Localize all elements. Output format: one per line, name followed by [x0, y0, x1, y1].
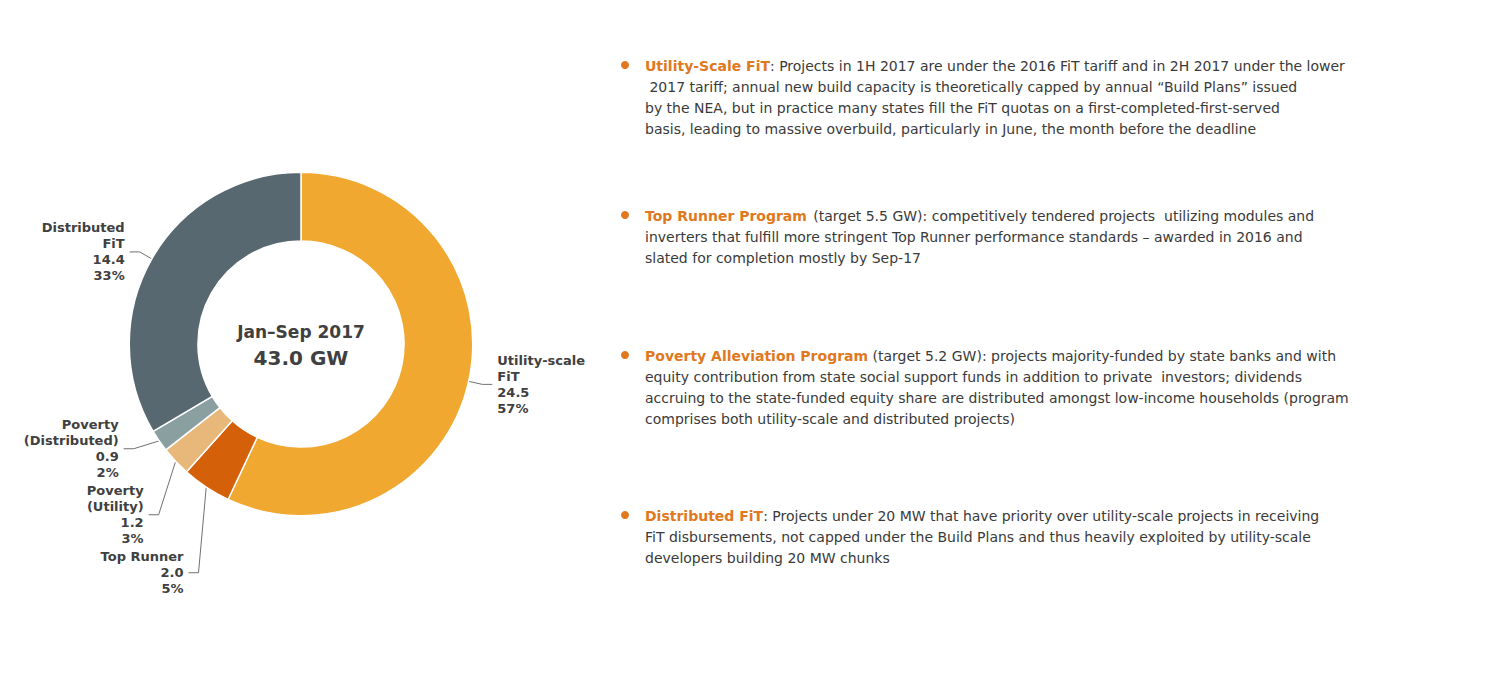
svg-text:slated for completion mostly b: slated for completion mostly by Sep-17 — [645, 250, 921, 266]
svg-text:(Distributed): (Distributed) — [24, 433, 119, 448]
svg-text:FiT disbursements, not capped: FiT disbursements, not capped under the … — [645, 529, 1315, 545]
svg-text:43.0 GW: 43.0 GW — [254, 346, 349, 370]
svg-text:: Projects in 1H 2017 are unde: : Projects in 1H 2017 are under the 2016… — [770, 58, 1345, 74]
svg-text:Poverty Alleviation Program: Poverty Alleviation Program — [645, 348, 868, 364]
svg-text:(Utility): (Utility) — [87, 499, 144, 514]
svg-text:basis, leading to massive over: basis, leading to massive overbuild, par… — [645, 121, 1256, 137]
svg-text:comprises both utility-scale a: comprises both utility-scale and distrib… — [645, 411, 1015, 427]
svg-text:3%: 3% — [122, 531, 144, 546]
svg-text:FiT: FiT — [497, 369, 519, 384]
svg-text:developers building 20 MW chun: developers building 20 MW chunks — [645, 550, 890, 566]
svg-text:Top Runner: Top Runner — [101, 549, 184, 564]
svg-text:Poverty: Poverty — [62, 417, 119, 432]
svg-text:Utility-Scale FiT: Utility-Scale FiT — [645, 58, 770, 74]
svg-text:by the NEA, but in practice ma: by the NEA, but in practice many states … — [645, 100, 1284, 116]
svg-text:2%: 2% — [97, 465, 119, 480]
svg-text:1.2: 1.2 — [121, 515, 144, 530]
svg-text:2017 tariff; annual new build: 2017 tariff; annual new build capacity i… — [645, 79, 1302, 95]
svg-text:Distributed: Distributed — [42, 220, 125, 235]
svg-text:inverters that fulfill more st: inverters that fulfill more stringent To… — [645, 229, 1307, 245]
svg-text:accruing to the state-funded e: accruing to the state-funded equity shar… — [645, 390, 1353, 406]
svg-text:Top Runner Program: Top Runner Program — [645, 208, 807, 224]
svg-text:2.0: 2.0 — [160, 565, 183, 580]
svg-text:Jan–Sep 2017: Jan–Sep 2017 — [236, 322, 365, 342]
svg-text:Distributed FiT: Distributed FiT — [645, 508, 764, 524]
svg-text:(target 5.5 GW): competitively: (target 5.5 GW): competitively tendered … — [809, 208, 1319, 224]
svg-text:57%: 57% — [497, 401, 528, 416]
svg-text:24.5: 24.5 — [497, 385, 529, 400]
svg-text:: Projects under 20 MW that ha: : Projects under 20 MW that have priorit… — [763, 508, 1324, 524]
svg-text:Poverty: Poverty — [87, 483, 144, 498]
svg-text:5%: 5% — [161, 581, 183, 596]
svg-text:33%: 33% — [94, 268, 125, 283]
svg-text:(target 5.2 GW): projects majo: (target 5.2 GW): projects majority-funde… — [868, 348, 1340, 364]
svg-text:14.4: 14.4 — [93, 252, 125, 267]
svg-text:Utility-scale: Utility-scale — [497, 353, 585, 368]
svg-text:0.9: 0.9 — [96, 449, 119, 464]
svg-text:FiT: FiT — [102, 236, 124, 251]
svg-text:equity contribution from state: equity contribution from state social su… — [645, 369, 1306, 385]
